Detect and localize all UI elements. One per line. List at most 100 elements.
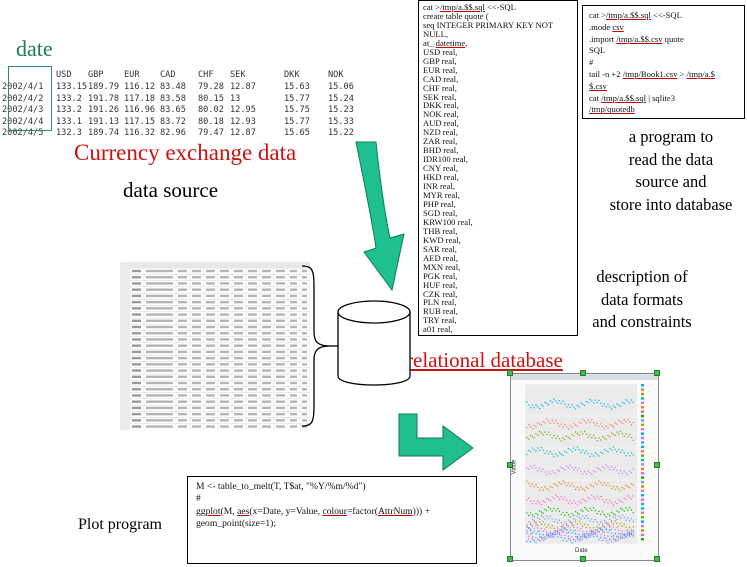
plot-point — [610, 488, 613, 490]
plot-point — [558, 451, 561, 454]
plot-window[interactable]: Date Value — [510, 373, 659, 561]
sheet-cell-text — [178, 307, 187, 310]
plot-point — [594, 498, 597, 500]
plot-point — [601, 529, 604, 531]
plot-point — [583, 404, 586, 407]
plot-point — [538, 467, 541, 470]
sheet-cell-text — [146, 400, 173, 403]
sheet-cell-text — [248, 419, 257, 422]
plot-point — [558, 470, 561, 472]
plot-point — [603, 513, 606, 516]
sheet-cell-text — [290, 363, 297, 366]
plot-point — [535, 512, 537, 515]
plot-point — [627, 529, 629, 531]
plot-point — [528, 438, 530, 440]
plot-point — [556, 485, 559, 487]
table-cell: 189.74 — [88, 128, 120, 138]
plot-point — [583, 517, 586, 519]
plot-point — [609, 499, 611, 502]
plot-point — [630, 529, 633, 531]
underlined-token: /tmp/a.$$.sql — [440, 2, 485, 12]
plot-point — [560, 440, 562, 442]
sheet-cell-text — [302, 276, 307, 279]
plot-series — [526, 506, 634, 518]
sheet-cell-text — [220, 325, 229, 329]
underlined-token: /tmp/quotedb — [589, 104, 635, 115]
plot-point — [546, 510, 548, 512]
plot-point — [565, 532, 568, 534]
plot-point — [526, 453, 528, 456]
plot-point — [578, 500, 580, 503]
plot-point — [607, 482, 609, 484]
plot-point — [594, 399, 597, 401]
plot-point — [603, 467, 606, 469]
plot-point — [589, 527, 591, 529]
resize-handle-tl[interactable] — [507, 370, 513, 376]
code-line: CZK real, — [423, 288, 458, 299]
resize-handle-bc[interactable] — [580, 556, 586, 562]
plot-point — [582, 433, 584, 435]
plot-point — [582, 525, 584, 528]
sheet-cell-text — [206, 400, 215, 403]
plot-point — [526, 530, 528, 532]
plot-point — [549, 499, 552, 502]
plot-point — [578, 467, 580, 470]
sheet-cell-text — [192, 369, 201, 372]
plot-point — [605, 521, 607, 523]
sheet-cell-text — [276, 406, 285, 410]
legend-key — [641, 507, 644, 510]
plot-point — [567, 514, 570, 516]
plot-point — [623, 510, 625, 512]
plot-point — [587, 453, 589, 455]
sheet-cell-text — [132, 269, 141, 273]
sheet-cell-text — [234, 400, 243, 403]
plot-point — [618, 488, 620, 490]
sheet-cell-text — [234, 269, 243, 273]
underlined-token: /tmp/a.$ — [686, 68, 715, 79]
sheet-cell-text — [192, 307, 201, 310]
sheet-cell-text — [234, 325, 243, 329]
plot-point — [526, 532, 528, 535]
resize-handle-bl[interactable] — [507, 556, 513, 562]
plot-point — [538, 502, 541, 504]
code-line: DKK real, — [423, 100, 459, 111]
program-desc-line: read the data — [628, 149, 714, 169]
plot-point — [607, 466, 609, 468]
plot-point — [601, 539, 604, 542]
plot-point — [609, 529, 611, 531]
sheet-cell-text — [192, 332, 201, 335]
plot-point — [528, 482, 530, 485]
plot-point — [625, 472, 627, 474]
plot-point — [540, 511, 543, 513]
sheet-cell-text — [276, 288, 285, 291]
resize-handle-tc[interactable] — [580, 370, 586, 376]
sheet-cell-text — [234, 332, 243, 335]
plot-point — [574, 521, 577, 523]
plot-point — [549, 531, 552, 533]
plot-point — [601, 484, 604, 486]
resize-handle-br[interactable] — [654, 556, 660, 562]
code-line: PLN real, — [423, 297, 457, 308]
plot-point — [544, 401, 546, 404]
plot-point — [619, 517, 622, 519]
resize-handle-ml[interactable] — [507, 462, 513, 468]
plot-point — [531, 483, 534, 485]
plot-point — [547, 420, 550, 422]
sheet-cell-text — [220, 269, 229, 273]
sheet-cell-text — [178, 325, 187, 329]
plot-point — [619, 537, 622, 539]
plot-point — [627, 509, 629, 511]
plot-point — [569, 425, 571, 427]
plot-point — [571, 532, 573, 534]
plot-point — [542, 539, 544, 542]
table-header-cell: SEK — [230, 70, 246, 80]
plot-point — [558, 425, 561, 427]
resize-handle-tr[interactable] — [654, 370, 660, 376]
plot-point — [582, 449, 584, 451]
plot-point — [528, 521, 530, 523]
resize-handle-mr[interactable] — [654, 462, 660, 468]
plot-point — [632, 439, 634, 441]
sheet-cell-text — [302, 294, 307, 298]
underlined-token: /tmp/Book1.csv — [622, 68, 678, 79]
plot-point — [553, 530, 555, 532]
